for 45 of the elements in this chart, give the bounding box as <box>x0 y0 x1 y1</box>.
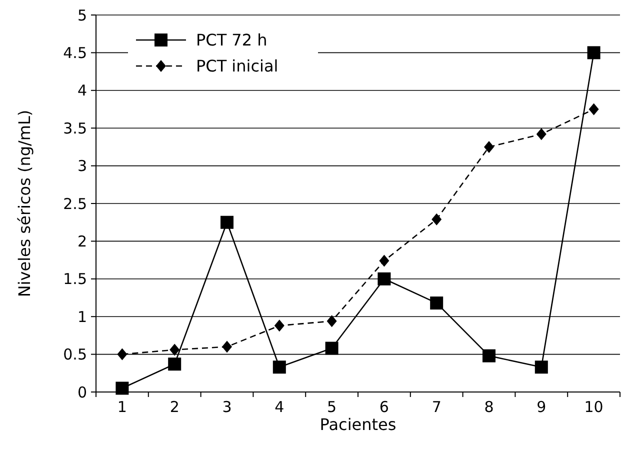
x-tick-label: 6 <box>379 398 389 416</box>
point <box>272 360 286 374</box>
point <box>220 216 234 229</box>
point <box>536 128 546 140</box>
point <box>116 382 129 395</box>
y-tick-label: 0.5 <box>63 346 87 364</box>
point <box>274 320 284 332</box>
x-tick-label: 1 <box>117 398 127 416</box>
y-tick-label: 4 <box>77 82 87 100</box>
y-tick-label: 3 <box>77 157 87 176</box>
x-tick-label: 3 <box>222 398 232 416</box>
y-tick-label: 2.5 <box>63 194 87 213</box>
point <box>588 103 599 116</box>
point <box>534 360 548 374</box>
x-tick-label: 5 <box>327 398 337 416</box>
x-tick-label: 8 <box>484 398 494 416</box>
x-tick-label: 10 <box>584 398 604 416</box>
point <box>379 254 390 267</box>
y-tick-label: 3.5 <box>63 119 87 138</box>
y-tick-label: 1.5 <box>63 270 87 288</box>
x-axis-title: Pacientes <box>320 415 396 434</box>
y-tick-label: 0 <box>77 383 87 402</box>
y-tick-label: 2 <box>77 232 87 250</box>
point <box>587 46 600 60</box>
point <box>117 348 128 360</box>
legend-label: PCT inicial <box>196 56 278 76</box>
y-tick-label: 1 <box>77 308 87 326</box>
point <box>378 272 391 286</box>
x-tick-label: 2 <box>170 398 180 416</box>
y-axis-title: Niveles séricos (ng/mL) <box>15 110 34 298</box>
point <box>484 140 494 153</box>
point <box>168 358 182 371</box>
point <box>170 344 180 356</box>
y-tick-label: 5 <box>77 6 87 24</box>
point <box>432 213 442 226</box>
point <box>482 349 496 362</box>
point <box>222 340 232 353</box>
x-tick-label: 4 <box>274 398 284 416</box>
point <box>325 342 338 355</box>
legend-label: PCT 72 h <box>196 30 268 50</box>
x-tick-label: 9 <box>536 398 546 416</box>
x-tick-label: 7 <box>432 398 442 416</box>
y-tick-label: 4.5 <box>63 44 87 62</box>
point <box>430 296 444 310</box>
point <box>326 315 337 328</box>
